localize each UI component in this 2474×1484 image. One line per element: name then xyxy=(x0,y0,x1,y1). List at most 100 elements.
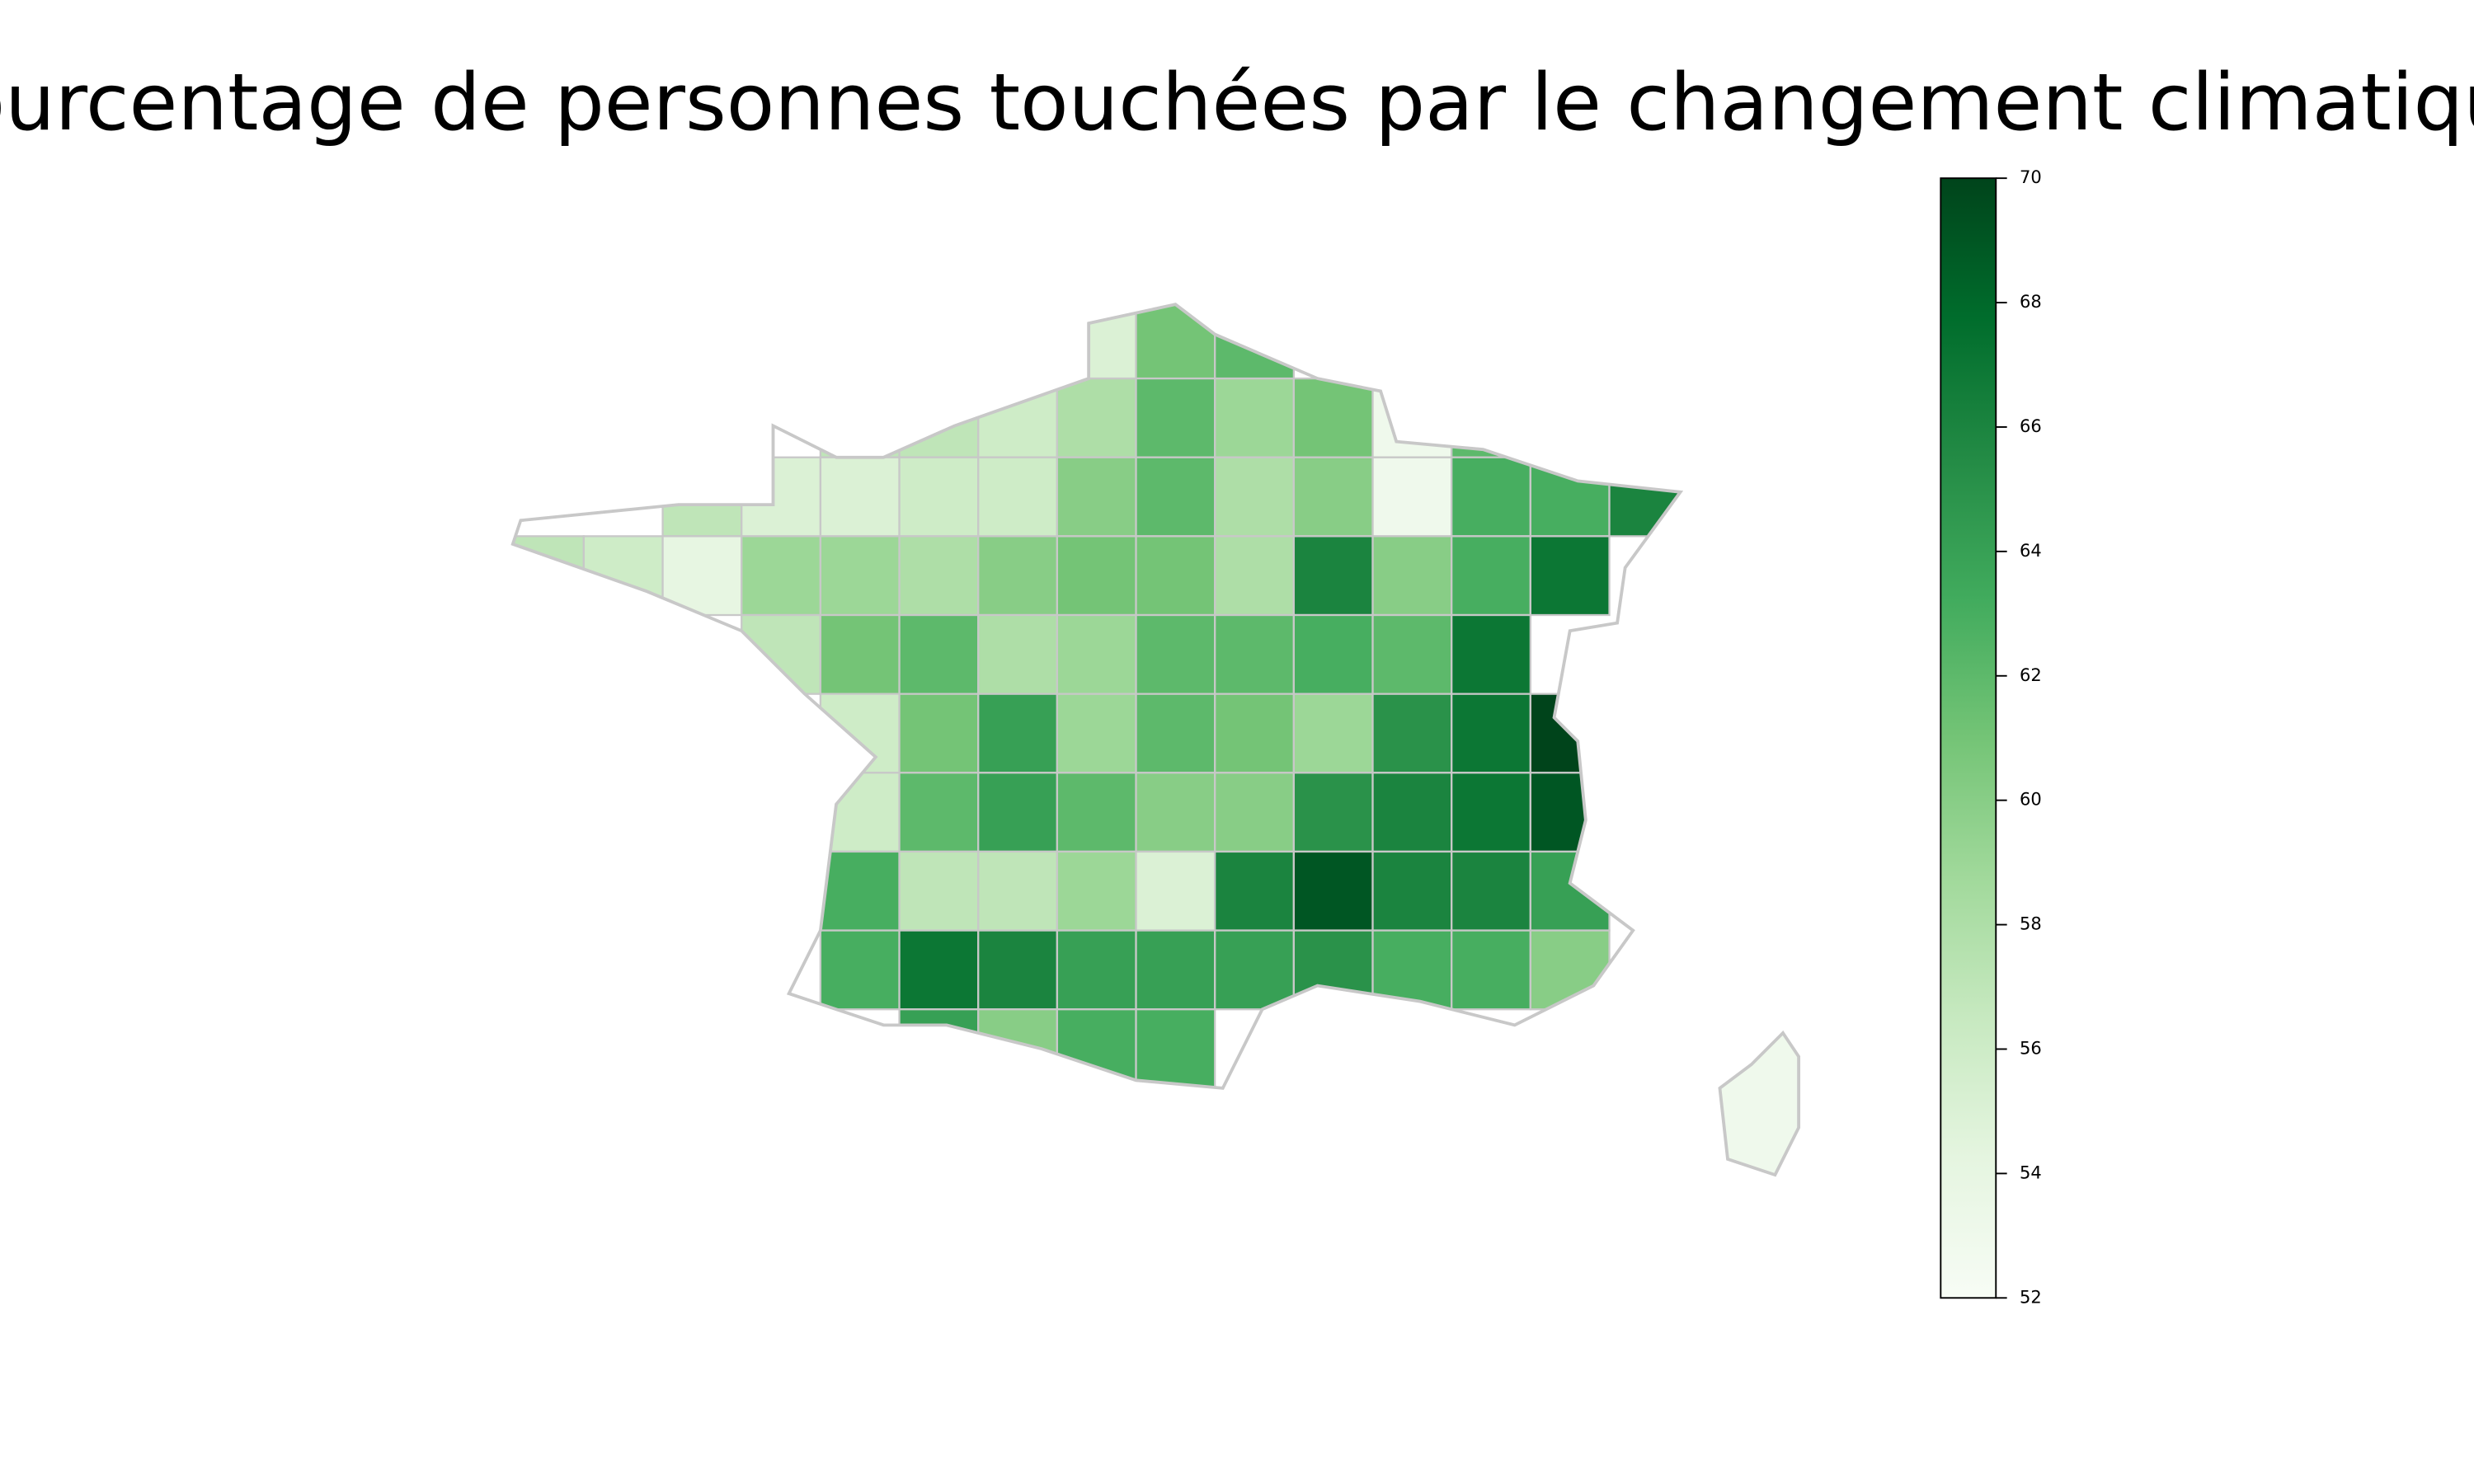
region xyxy=(1056,377,1137,458)
colorbar-tick-label: 68 xyxy=(2020,291,2042,312)
region xyxy=(741,456,822,538)
region xyxy=(1451,772,1532,853)
region xyxy=(1056,456,1137,538)
colorbar-tick-label: 60 xyxy=(2020,789,2042,810)
region xyxy=(1135,929,1216,1011)
region xyxy=(1292,613,1374,695)
region xyxy=(977,772,1059,853)
region xyxy=(1529,850,1611,932)
region xyxy=(1135,850,1216,932)
region xyxy=(1214,613,1296,695)
region xyxy=(1371,850,1453,932)
region xyxy=(512,535,586,617)
region xyxy=(1371,613,1453,695)
region xyxy=(1719,1032,1799,1176)
region xyxy=(1135,693,1216,774)
region xyxy=(1451,929,1532,1011)
region xyxy=(582,535,664,617)
region xyxy=(1214,377,1296,458)
region xyxy=(898,456,980,538)
region xyxy=(898,929,980,1011)
region xyxy=(1056,850,1137,932)
region xyxy=(1214,929,1296,1011)
region xyxy=(661,456,743,538)
region xyxy=(977,377,1059,458)
region xyxy=(898,772,980,853)
region xyxy=(819,850,901,932)
region xyxy=(819,929,901,1011)
region xyxy=(1371,535,1453,617)
region xyxy=(1529,535,1611,617)
region xyxy=(977,535,1059,617)
region xyxy=(1214,693,1296,774)
regions xyxy=(512,304,1799,1176)
region xyxy=(1292,456,1374,538)
region xyxy=(1292,850,1374,932)
region xyxy=(1451,613,1532,695)
colorbar-tick-label: 64 xyxy=(2020,540,2042,561)
region xyxy=(1056,613,1137,695)
colorbar xyxy=(1940,177,1997,1299)
region xyxy=(1451,850,1532,932)
region xyxy=(977,929,1059,1011)
colorbar-tick-label: 54 xyxy=(2020,1162,2042,1182)
region xyxy=(1292,535,1374,617)
region xyxy=(1214,535,1296,617)
region xyxy=(1214,850,1296,932)
region xyxy=(898,613,980,695)
region xyxy=(1371,456,1453,538)
region xyxy=(1056,929,1137,1011)
region xyxy=(898,1008,980,1088)
region xyxy=(898,693,980,774)
region xyxy=(898,535,980,617)
colorbar-tick-label: 70 xyxy=(2020,167,2042,187)
region xyxy=(1451,535,1532,617)
region xyxy=(741,535,822,617)
region xyxy=(977,613,1059,695)
colorbar-tick-label: 66 xyxy=(2020,416,2042,436)
region xyxy=(898,850,980,932)
region xyxy=(1529,772,1611,853)
region xyxy=(1371,772,1453,853)
region xyxy=(819,456,901,538)
france-outline xyxy=(510,303,1684,1090)
region xyxy=(1135,456,1216,538)
region xyxy=(1135,535,1216,617)
region xyxy=(977,456,1059,538)
mainland xyxy=(512,304,1681,1088)
region xyxy=(1135,1008,1216,1088)
region xyxy=(1214,456,1296,538)
region xyxy=(1451,377,1532,458)
region xyxy=(1371,693,1453,774)
region xyxy=(1451,456,1532,538)
colorbar-tick-label: 58 xyxy=(2020,913,2042,934)
region xyxy=(1292,929,1374,1011)
map-title: Pourcentage de personnes touchées par le… xyxy=(0,56,2474,148)
region xyxy=(1292,377,1374,458)
region xyxy=(741,613,822,695)
corsica xyxy=(1719,1032,1799,1176)
region xyxy=(1292,693,1374,774)
region xyxy=(819,535,901,617)
colorbar-tick-label: 52 xyxy=(2020,1286,2042,1307)
region xyxy=(1135,772,1216,853)
colorbar-axis: 52 54 56 58 60 62 64 66 68 70 xyxy=(1996,167,2042,1307)
region xyxy=(1056,304,1137,380)
region xyxy=(1056,535,1137,617)
region xyxy=(819,377,901,458)
region xyxy=(1056,693,1137,774)
region xyxy=(1056,772,1137,853)
region xyxy=(1451,693,1532,774)
region xyxy=(977,693,1059,774)
region xyxy=(977,850,1059,932)
region xyxy=(819,613,901,695)
colorbar-tick-label: 56 xyxy=(2020,1037,2042,1058)
corsica-outline xyxy=(1718,1030,1801,1177)
region xyxy=(1135,613,1216,695)
region xyxy=(1214,772,1296,853)
region xyxy=(819,693,901,774)
region xyxy=(1135,377,1216,458)
colorbar-tick-label: 62 xyxy=(2020,665,2042,685)
